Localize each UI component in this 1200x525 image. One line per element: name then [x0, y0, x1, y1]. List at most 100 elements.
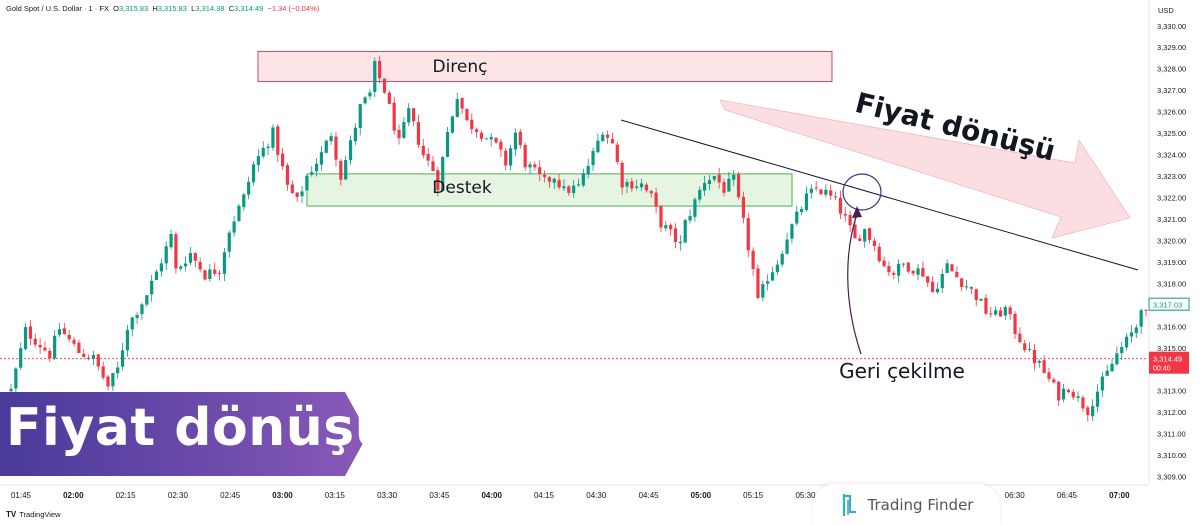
- candle-body[interactable]: [145, 295, 149, 305]
- candle-body[interactable]: [698, 189, 702, 200]
- candle-body[interactable]: [266, 146, 270, 149]
- candle-body[interactable]: [596, 140, 600, 153]
- candle-body[interactable]: [1057, 381, 1061, 401]
- candle-body[interactable]: [1032, 349, 1037, 364]
- candle-body[interactable]: [1100, 376, 1104, 391]
- candle-body[interactable]: [601, 134, 605, 142]
- candle-body[interactable]: [940, 273, 944, 289]
- candle-body[interactable]: [581, 173, 585, 186]
- candle-body[interactable]: [43, 347, 47, 351]
- candle-body[interactable]: [1105, 370, 1109, 376]
- candle-body[interactable]: [892, 272, 896, 275]
- candle-body[interactable]: [329, 136, 333, 142]
- candle-body[interactable]: [606, 134, 610, 138]
- candle-body[interactable]: [911, 270, 915, 274]
- candle-body[interactable]: [756, 268, 760, 298]
- candle-body[interactable]: [475, 129, 479, 133]
- candle-body[interactable]: [1115, 353, 1119, 365]
- candle-body[interactable]: [72, 339, 76, 344]
- candle-body[interactable]: [562, 186, 566, 189]
- candle-body[interactable]: [669, 224, 673, 230]
- candle-body[interactable]: [1144, 309, 1148, 311]
- candle-body[interactable]: [1076, 396, 1080, 398]
- candle-body[interactable]: [761, 284, 765, 298]
- candle-body[interactable]: [547, 177, 551, 182]
- candle-body[interactable]: [644, 184, 649, 191]
- candle-body[interactable]: [1081, 397, 1085, 409]
- candle-body[interactable]: [96, 354, 100, 367]
- candle-body[interactable]: [154, 271, 159, 280]
- candle-body[interactable]: [402, 122, 406, 138]
- candle-body[interactable]: [198, 261, 202, 270]
- candle-body[interactable]: [1066, 389, 1070, 393]
- candle-body[interactable]: [780, 253, 784, 265]
- candle-body[interactable]: [348, 140, 353, 161]
- candle-body[interactable]: [683, 220, 687, 243]
- candle-body[interactable]: [659, 205, 663, 228]
- candle-body[interactable]: [887, 265, 891, 273]
- candle-body[interactable]: [615, 144, 619, 162]
- candle-body[interactable]: [48, 350, 52, 359]
- candle-body[interactable]: [62, 328, 66, 334]
- candle-body[interactable]: [926, 276, 930, 283]
- candle-body[interactable]: [387, 92, 391, 104]
- candle-body[interactable]: [916, 268, 920, 275]
- candle-body[interactable]: [1095, 391, 1100, 407]
- candle-body[interactable]: [508, 148, 513, 166]
- candle-body[interactable]: [998, 310, 1003, 317]
- candle-body[interactable]: [979, 298, 983, 301]
- candle-body[interactable]: [251, 164, 256, 183]
- candle-body[interactable]: [310, 172, 314, 175]
- candle-body[interactable]: [421, 145, 425, 156]
- candle-body[interactable]: [188, 253, 193, 263]
- candle-body[interactable]: [213, 269, 217, 274]
- candle-body[interactable]: [960, 278, 964, 287]
- candle-body[interactable]: [319, 152, 324, 165]
- candle-body[interactable]: [67, 334, 71, 340]
- candle-body[interactable]: [392, 102, 396, 131]
- candle-body[interactable]: [712, 176, 716, 180]
- candle-body[interactable]: [334, 136, 338, 160]
- candle-body[interactable]: [804, 193, 809, 211]
- candle-body[interactable]: [518, 131, 522, 146]
- candle-body[interactable]: [450, 116, 454, 133]
- candle-body[interactable]: [261, 147, 265, 157]
- candle-body[interactable]: [795, 211, 799, 224]
- candle-body[interactable]: [111, 373, 115, 387]
- candle-body[interactable]: [426, 153, 430, 161]
- candle-body[interactable]: [77, 342, 81, 354]
- candle-body[interactable]: [1124, 336, 1129, 348]
- candle-body[interactable]: [945, 263, 949, 273]
- candle-body[interactable]: [921, 267, 925, 277]
- candle-body[interactable]: [732, 174, 736, 180]
- candle-body[interactable]: [649, 191, 653, 194]
- candle-body[interactable]: [717, 174, 721, 183]
- candle-body[interactable]: [974, 289, 978, 301]
- candle-body[interactable]: [877, 246, 881, 262]
- candle-body[interactable]: [494, 137, 498, 143]
- candle-body[interactable]: [897, 263, 901, 276]
- candle-body[interactable]: [106, 376, 110, 387]
- candle-body[interactable]: [193, 253, 197, 261]
- candle-body[interactable]: [1023, 343, 1027, 351]
- candle-body[interactable]: [1086, 407, 1090, 416]
- candle-body[interactable]: [407, 108, 411, 123]
- candle-body[interactable]: [853, 224, 857, 239]
- candle-body[interactable]: [746, 218, 750, 251]
- candle-body[interactable]: [57, 329, 62, 335]
- candle-body[interactable]: [1052, 379, 1056, 383]
- candle-body[interactable]: [654, 192, 658, 207]
- candle-body[interactable]: [339, 160, 343, 180]
- candle-body[interactable]: [1129, 332, 1134, 337]
- candle-body[interactable]: [305, 175, 309, 191]
- candle-body[interactable]: [829, 190, 833, 196]
- candle-body[interactable]: [295, 192, 299, 197]
- candle-body[interactable]: [271, 127, 275, 148]
- candle-body[interactable]: [1018, 333, 1022, 343]
- candle-body[interactable]: [373, 60, 377, 92]
- candle-body[interactable]: [14, 368, 18, 389]
- candle-body[interactable]: [436, 170, 440, 191]
- candle-body[interactable]: [882, 260, 886, 267]
- candle-body[interactable]: [751, 250, 755, 269]
- candle-body[interactable]: [833, 196, 838, 198]
